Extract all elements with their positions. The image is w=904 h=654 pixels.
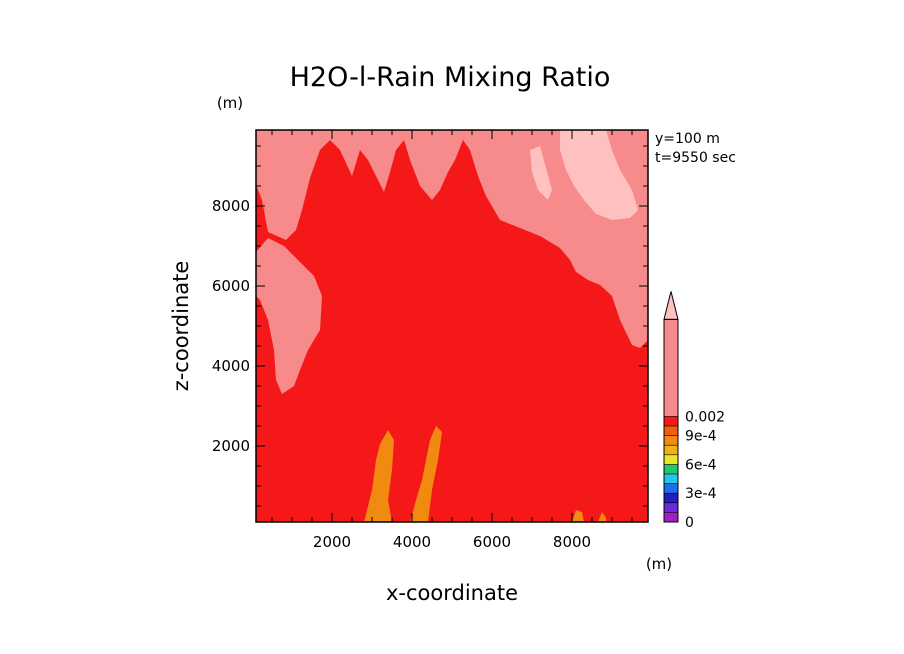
y-unit-label: (m): [217, 94, 243, 112]
y-axis: 2000 4000 6000 8000: [212, 145, 648, 507]
region-orange-streak-1: [364, 430, 394, 522]
y-tick-label: 6000: [212, 277, 250, 295]
colorbar-box: [664, 416, 678, 426]
region-left-lobe: [256, 238, 322, 394]
y-tick-label: 2000: [212, 437, 250, 455]
colorbar-box: [664, 464, 678, 474]
colorbar-tick-label: 9e-4: [685, 429, 717, 445]
y-axis-label: z-coordinate: [169, 261, 193, 392]
region-orange-spot-2: [598, 512, 606, 522]
colorbar-box: [664, 512, 678, 522]
x-tick-label: 2000: [313, 533, 351, 551]
x-tick-label: 6000: [473, 533, 511, 551]
x-unit-label: (m): [646, 555, 672, 573]
x-axis: 2000 4000 6000 8000: [271, 130, 633, 551]
x-tick-label: 4000: [393, 533, 431, 551]
colorbar-box: [664, 445, 678, 455]
colorbar-box: [664, 474, 678, 484]
colorbar-labels: 0 3e-4 6e-4 9e-4 0.002: [685, 409, 725, 531]
x-axis-label: x-coordinate: [386, 581, 518, 605]
colorbar-box: [664, 454, 678, 465]
colorbar-tick-label: 6e-4: [685, 457, 717, 473]
x-tick-label: 8000: [553, 533, 591, 551]
region-peak-small: [530, 146, 552, 200]
region-orange-spot-1: [572, 510, 584, 522]
colorbar: [663, 291, 679, 523]
colorbar-tick-label: 0: [685, 515, 694, 531]
colorbar-box: [664, 483, 678, 494]
colorbar-extend: [663, 291, 679, 320]
annotation-y: y=100 m: [655, 131, 720, 147]
chart-title: H2O-l-Rain Mixing Ratio: [290, 62, 611, 93]
y-tick-label: 4000: [212, 357, 250, 375]
region-orange-streak-2: [410, 426, 442, 522]
colorbar-box: [664, 502, 678, 513]
colorbar-box: [664, 426, 678, 436]
colorbar-box: [664, 319, 678, 417]
colorbar-box: [664, 493, 678, 503]
region-peak-right: [560, 130, 638, 220]
colorbar-tick-label: 3e-4: [685, 486, 717, 502]
y-tick-label: 8000: [212, 197, 250, 215]
contour-field: [256, 130, 648, 522]
annotation-t: t=9550 sec: [655, 150, 736, 166]
colorbar-tick-label: 0.002: [685, 409, 725, 425]
colorbar-box: [664, 435, 678, 446]
